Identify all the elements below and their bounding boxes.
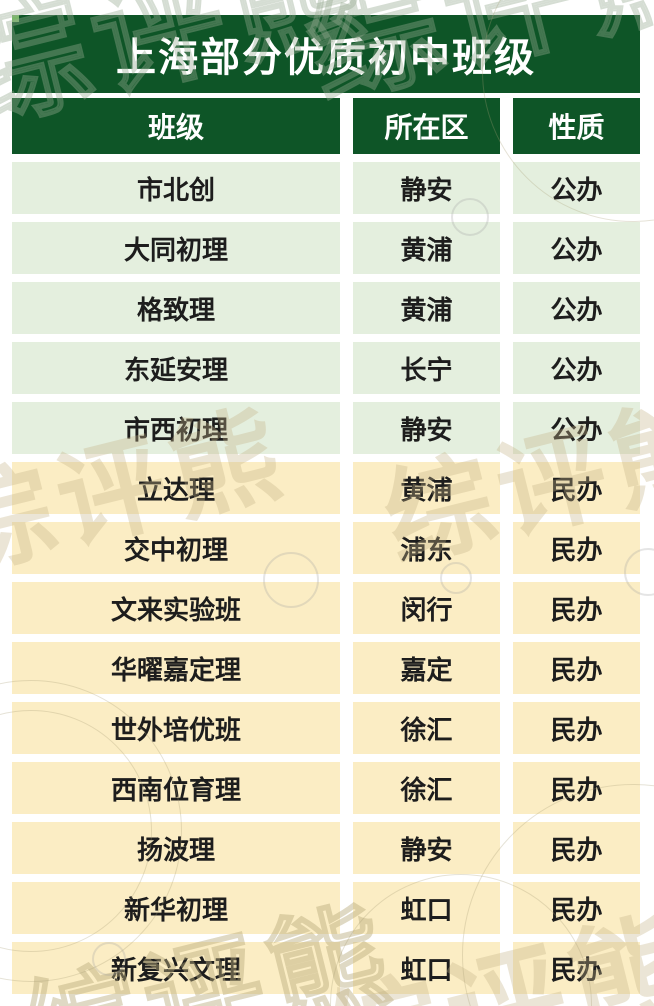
cell-district: 虹口 [353, 882, 500, 934]
cell-class: 世外培优班 [12, 702, 340, 754]
cell-district: 虹口 [353, 942, 500, 994]
cell-class: 大同初理 [12, 222, 340, 274]
cell-class: 立达理 [12, 462, 340, 514]
cell-district: 黄浦 [353, 222, 500, 274]
table-title-text: 上海部分优质初中班级 [116, 36, 536, 80]
cell-type: 民办 [513, 942, 640, 994]
cell-class: 交中初理 [12, 522, 340, 574]
cell-class: 华曜嘉定理 [12, 642, 340, 694]
school-class-table: 上海部分优质初中班级 班级 所在区 性质 市北创 静安 公办 大同初理 黄浦 公办 格致理黄… [12, 15, 640, 994]
cell-district: 闵行 [353, 582, 500, 634]
cell-class: 市西初理 [12, 402, 340, 454]
cell-district: 徐汇 [353, 762, 500, 814]
cell-type: 民办 [513, 582, 640, 634]
cell-type: 民办 [513, 522, 640, 574]
cell-type: 公办 [513, 282, 640, 334]
cell-class: 格致理 [12, 282, 340, 334]
cell-district: 黄浦 [353, 462, 500, 514]
cell-type: 民办 [513, 762, 640, 814]
cell-district: 静安 [353, 162, 500, 214]
cell-type: 民办 [513, 882, 640, 934]
column-header-district: 所在区 [353, 98, 500, 154]
cell-district: 静安 [353, 402, 500, 454]
cell-type: 公办 [513, 342, 640, 394]
table-title: 上海部分优质初中班级 [12, 15, 640, 93]
column-header-class: 班级 [12, 98, 340, 154]
cell-type: 民办 [513, 702, 640, 754]
table-grid: 班级 所在区 性质 市北创 静安 公办 大同初理 黄浦 公办 格致理 黄浦 公办 东延安理 长宁 公办… [12, 98, 640, 994]
cell-type: 民办 [513, 462, 640, 514]
cell-class: 新复兴文理 [12, 942, 340, 994]
cell-type: 民办 [513, 822, 640, 874]
cell-district: 嘉定 [353, 642, 500, 694]
cell-district: 长宁 [353, 342, 500, 394]
cell-type: 公办 [513, 222, 640, 274]
cell-class: 市北创 [12, 162, 340, 214]
cell-type: 公办 [513, 162, 640, 214]
corner-notch [12, 15, 19, 22]
cell-class: 文来实验班 [12, 582, 340, 634]
cell-class: 新华初理 [12, 882, 340, 934]
cell-district: 静安 [353, 822, 500, 874]
cell-district: 黄浦 [353, 282, 500, 334]
cell-type: 民办 [513, 642, 640, 694]
cell-type: 公办 [513, 402, 640, 454]
column-header-type: 性质 [513, 98, 640, 154]
cell-class: 扬波理 [12, 822, 340, 874]
cell-district: 徐汇 [353, 702, 500, 754]
cell-class: 东延安理 [12, 342, 340, 394]
cell-class: 西南位育理 [12, 762, 340, 814]
cell-district: 浦东 [353, 522, 500, 574]
